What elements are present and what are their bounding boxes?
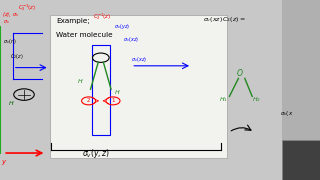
- Text: $H_1$: $H_1$: [219, 96, 228, 104]
- Text: 1: 1: [111, 98, 115, 103]
- Text: $\sigma_v(x$: $\sigma_v(x$: [280, 109, 293, 118]
- Bar: [282, 140, 320, 180]
- Text: $H_2$: $H_2$: [252, 96, 261, 104]
- Bar: [92, 45, 110, 135]
- Text: 2: 2: [87, 98, 90, 103]
- Text: $\sigma_v(xz)$: $\sigma_v(xz)$: [131, 55, 147, 64]
- Text: $\sigma_v(yz)$: $\sigma_v(yz)$: [114, 22, 130, 31]
- Text: $C^{-1}_{2}(z)$: $C^{-1}_{2}(z)$: [93, 11, 111, 22]
- Text: $\sigma_v$: $\sigma_v$: [3, 19, 10, 26]
- Text: Water molecule: Water molecule: [56, 32, 113, 38]
- Bar: [50, 15, 227, 158]
- Text: $H$: $H$: [77, 77, 83, 85]
- Text: $H$: $H$: [114, 88, 121, 96]
- Text: $\sigma_v(n)$: $\sigma_v(n)$: [3, 37, 17, 46]
- Text: Example;: Example;: [56, 18, 90, 24]
- Text: $H$: $H$: [8, 99, 14, 107]
- Bar: [282, 0, 320, 180]
- Text: $\sigma_v(xz)$: $\sigma_v(xz)$: [123, 35, 139, 44]
- Text: $C^{-1}_{2}(z)$: $C^{-1}_{2}(z)$: [18, 2, 36, 13]
- Text: $\sigma_v(xz)\,C_2(z) =$: $\sigma_v(xz)\,C_2(z) =$: [203, 15, 246, 24]
- Text: y: y: [2, 159, 6, 165]
- Text: $O$: $O$: [236, 67, 244, 78]
- Text: (z), $\sigma_v$: (z), $\sigma_v$: [2, 10, 20, 19]
- Text: $\sigma_v(y,z)$: $\sigma_v(y,z)$: [82, 147, 110, 160]
- Text: $C_2(z)$: $C_2(z)$: [10, 52, 23, 61]
